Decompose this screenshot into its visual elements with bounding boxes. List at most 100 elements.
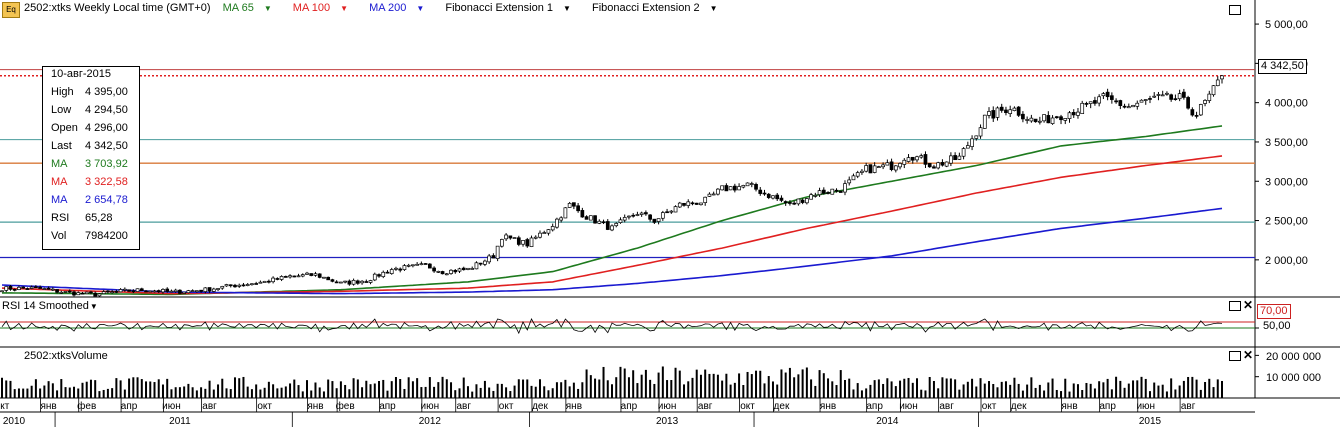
volume-bar xyxy=(327,379,330,398)
info-row-last: Last 4 342,50 xyxy=(51,140,128,158)
candle-body xyxy=(474,262,479,270)
volume-bar xyxy=(1132,380,1135,398)
close-volume-icon[interactable]: ✕ xyxy=(1243,348,1254,362)
volume-bar xyxy=(988,381,991,398)
volume-bar xyxy=(314,382,317,398)
maximize-volume-icon[interactable] xyxy=(1229,351,1241,361)
symbol-title[interactable]: 2502:xtks Weekly Local time (GMT+0) xyxy=(24,2,211,14)
volume-bar xyxy=(369,384,372,398)
candle-body xyxy=(660,212,665,219)
rsi-panel-title[interactable]: RSI 14 Smoothed▼ xyxy=(2,300,98,312)
volume-bar xyxy=(509,391,512,398)
month-label: окт xyxy=(982,401,997,412)
volume-bar xyxy=(1204,381,1207,398)
candle-body xyxy=(690,202,695,205)
volume-bar xyxy=(526,379,529,398)
volume-bar xyxy=(759,370,762,398)
candle-body xyxy=(21,286,26,289)
volume-bar xyxy=(835,385,838,398)
candle-body xyxy=(631,214,636,217)
candle-body xyxy=(885,162,890,166)
month-label: янв xyxy=(40,401,56,412)
candle-body xyxy=(152,290,157,293)
maximize-rsi-icon[interactable] xyxy=(1229,301,1241,311)
candle-body xyxy=(144,290,148,293)
volume-bar xyxy=(568,386,571,398)
fib1-legend[interactable]: Fibonacci Extension 1 ▼ xyxy=(445,2,580,14)
volume-bar xyxy=(1098,381,1101,398)
volume-bar xyxy=(771,381,774,398)
volume-bar xyxy=(1170,378,1173,398)
month-label: апр xyxy=(1099,401,1116,412)
month-label: дек xyxy=(774,401,790,412)
maximize-main-icon[interactable] xyxy=(1229,5,1241,15)
candle-body xyxy=(1054,116,1059,119)
volume-bar xyxy=(538,379,541,398)
volume-bar xyxy=(26,388,29,398)
candle-body xyxy=(898,163,902,168)
candle-body xyxy=(330,279,335,282)
candle-body xyxy=(487,255,492,263)
volume-bar xyxy=(47,381,50,398)
volume-bar xyxy=(250,389,253,398)
ma100-legend[interactable]: MA 100 ▼ xyxy=(293,2,357,14)
volume-bar xyxy=(187,383,190,398)
candle-body xyxy=(148,290,153,293)
volume-bar xyxy=(1089,383,1092,398)
volume-bar xyxy=(907,377,910,398)
candle-body xyxy=(572,202,576,207)
year-label: 2013 xyxy=(656,416,679,427)
info-row-ma: MA 3 322,58 xyxy=(51,176,128,194)
volume-bar xyxy=(551,388,554,398)
volume-bar xyxy=(674,367,677,398)
volume-bar xyxy=(217,384,220,398)
candle-body xyxy=(1194,115,1199,117)
candle-body xyxy=(470,268,475,270)
year-label: 2010 xyxy=(3,416,26,427)
candle-body xyxy=(754,184,758,190)
ma65-legend[interactable]: MA 65 ▼ xyxy=(223,2,281,14)
info-box: 10-авг-2015 High 4 395,00 Low 4 294,50 Open 4… xyxy=(42,66,140,250)
candle-body xyxy=(59,291,64,294)
candle-body xyxy=(483,260,487,265)
volume-bar xyxy=(860,390,863,398)
fib2-legend[interactable]: Fibonacci Extension 2 ▼ xyxy=(592,2,727,14)
candle-body xyxy=(999,106,1004,111)
volume-bar xyxy=(1081,390,1084,398)
candle-body xyxy=(1067,112,1072,119)
volume-bar xyxy=(555,382,558,398)
close-rsi-icon[interactable]: ✕ xyxy=(1243,298,1254,312)
candle-body xyxy=(491,255,496,259)
volume-bar xyxy=(983,383,986,398)
candle-body xyxy=(944,161,949,167)
candle-body xyxy=(347,280,352,285)
candle-body xyxy=(118,289,123,293)
candle-body xyxy=(46,287,51,290)
volume-bar xyxy=(1,377,3,398)
volume-bar xyxy=(238,378,241,398)
chevron-down-icon: ▼ xyxy=(709,4,718,13)
volume-bar xyxy=(276,388,279,398)
candle-body xyxy=(877,166,881,168)
candle-body xyxy=(732,185,737,191)
volume-panel-title[interactable]: 2502:xtksVolume xyxy=(24,350,108,362)
volume-bar xyxy=(221,378,224,398)
candle-body xyxy=(580,210,585,218)
candle-body xyxy=(288,275,292,278)
volume-bar xyxy=(822,373,825,398)
ma200-legend[interactable]: MA 200 ▼ xyxy=(369,2,433,14)
volume-bar xyxy=(399,379,402,398)
equity-icon[interactable]: Eq xyxy=(2,2,20,18)
candle-body xyxy=(368,280,373,283)
volume-bar xyxy=(1174,389,1177,398)
candle-body xyxy=(525,239,530,247)
volume-bar xyxy=(161,384,164,398)
volume-bar xyxy=(149,381,152,398)
volume-bar xyxy=(157,379,160,398)
candle-body xyxy=(406,264,411,267)
candle-body xyxy=(1152,95,1157,98)
candle-body xyxy=(415,263,419,266)
candle-body xyxy=(1207,93,1212,101)
month-label: окт xyxy=(0,401,10,412)
